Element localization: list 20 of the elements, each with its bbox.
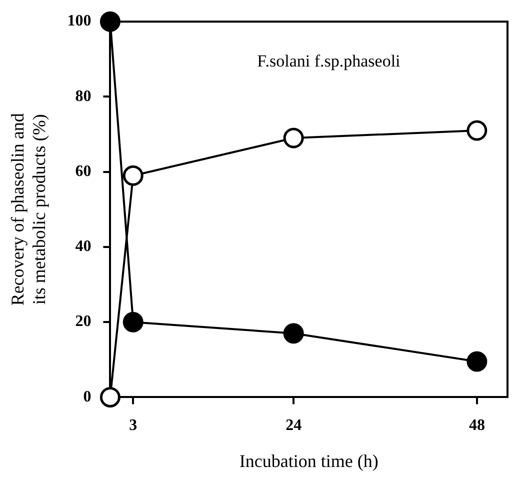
annotation: F.solani f.sp.phaseoli (257, 52, 401, 71)
x-tick-label: 48 (468, 416, 485, 434)
y-tick-label: 20 (75, 313, 92, 330)
point (122, 165, 144, 186)
point (122, 312, 144, 332)
y-tick-label: 40 (75, 238, 92, 256)
y-tick-label: 0 (83, 388, 92, 406)
y-tick-label: 100 (67, 12, 92, 30)
y-tick-label: 80 (75, 88, 92, 105)
point (100, 386, 120, 408)
point (466, 120, 488, 141)
point (100, 11, 120, 32)
x-tick-label: 3 (129, 416, 138, 434)
x-tick-label: 24 (286, 416, 302, 434)
point (283, 323, 304, 344)
point (466, 351, 488, 372)
point (283, 128, 304, 148)
x-axis-title: Incubation time (h) (239, 450, 378, 471)
y-axis-title: Recovery of phaseolin and its metabolic products (%) (8, 113, 50, 306)
y-tick-label: 60 (75, 162, 92, 180)
